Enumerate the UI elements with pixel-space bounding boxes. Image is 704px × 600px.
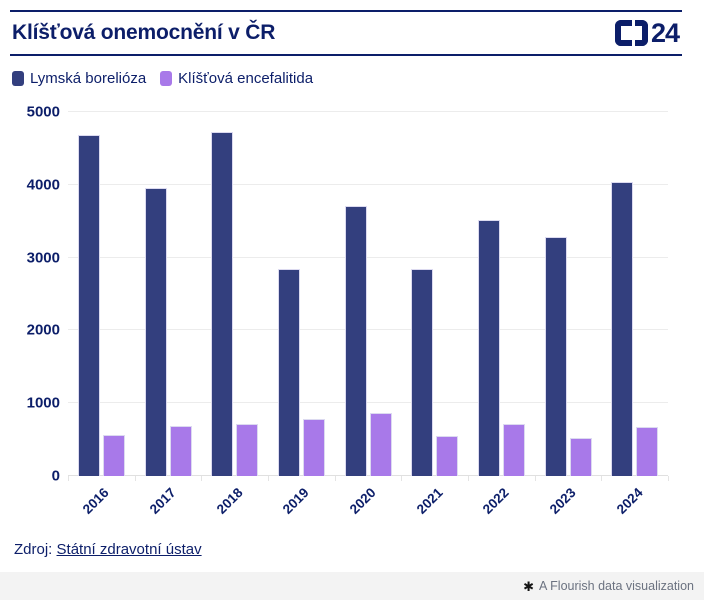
bar-kl-ov-encefalitida-2018[interactable] (236, 423, 259, 476)
ct-logo-right-bracket-icon (634, 20, 648, 46)
x-tick-label-2016: 2016 (80, 485, 112, 517)
bar-kl-ov-encefalitida-2016[interactable] (102, 434, 125, 476)
bar-group-2022 (468, 112, 535, 476)
bar-group-2017 (135, 112, 202, 476)
y-tick-label-2000: 2000 (26, 321, 60, 339)
x-tick-label-2017: 2017 (146, 485, 179, 517)
x-axis-tick (68, 476, 69, 481)
x-axis-ticks (68, 476, 669, 481)
bar-kl-ov-encefalitida-2019[interactable] (302, 419, 325, 476)
legend-label: Lymská borelióza (30, 69, 147, 87)
source-prefix: Zdroj: (14, 541, 57, 558)
bar-lymsk-boreli-za-2020[interactable] (344, 205, 367, 476)
x-axis-tick (401, 476, 403, 481)
legend-swatch (12, 70, 24, 86)
bar-lymsk-boreli-za-2021[interactable] (411, 269, 434, 476)
flourish-attribution[interactable]: A Flourish data visualization (539, 579, 694, 593)
page-title: Klíšťová onemocnění v ČR (12, 21, 276, 44)
bar-lymsk-boreli-za-2019[interactable] (277, 269, 300, 476)
gridline-5000 (68, 111, 668, 112)
x-tick-label-2021: 2021 (413, 485, 446, 517)
legend-swatch (160, 70, 173, 86)
x-axis-tick (334, 476, 336, 481)
x-axis-tick (201, 476, 203, 481)
y-axis-labels: 0 1000 2000 3000 4000 5000 (10, 104, 68, 485)
bar-group-2020 (335, 112, 402, 476)
x-label-cell-2022: 2022 (468, 476, 535, 526)
bar-group-2021 (401, 112, 468, 476)
bar-kl-ov-encefalitida-2020[interactable] (369, 413, 392, 476)
ct-logo-left-bracket-icon (614, 20, 632, 46)
x-label-cell-2023: 2023 (535, 476, 602, 526)
bar-group-2019 (268, 112, 335, 476)
gridlines (68, 111, 668, 476)
bar-group-2018 (201, 112, 268, 476)
y-tick-label-5000: 5000 (26, 103, 60, 121)
x-axis: 2016 2017 2018 2019 2020 2021 2022 2023 2024 (68, 476, 669, 526)
flourish-asterisk-icon: ✱ (523, 578, 535, 594)
bar-kl-ov-encefalitida-2022[interactable] (502, 423, 525, 476)
bar-kl-ov-encefalitida-2021[interactable] (436, 435, 459, 476)
gridline-0 (68, 475, 668, 476)
plot-area (68, 111, 668, 476)
bar-group-2016 (68, 112, 135, 476)
x-label-cell-2024: 2024 (601, 476, 668, 526)
ct24-logo: 24 (614, 18, 680, 48)
bar-group-2023 (535, 112, 602, 476)
bar-lymsk-boreli-za-2023[interactable] (544, 237, 567, 476)
bar-lymsk-boreli-za-2024[interactable] (611, 181, 634, 476)
x-tick-label-2020: 2020 (346, 485, 379, 517)
bar-chart: 0 1000 2000 3000 4000 5000 2016 2017 2018 2019 20… (10, 104, 682, 526)
legend-item-lymska-borelioza[interactable]: Lymská borelióza (12, 70, 146, 87)
x-label-cell-2021: 2021 (401, 476, 468, 526)
gridline-1000 (68, 402, 668, 404)
source-link[interactable]: Státní zdravotní ústav (56, 541, 202, 558)
bar-group-2024 (601, 112, 668, 476)
legend-label: Klíšťová encefalitida (178, 69, 314, 87)
header: Klíšťová onemocnění v ČR 24 (10, 12, 682, 54)
gridline-3000 (68, 256, 668, 258)
title-divider (10, 54, 682, 56)
bar-kl-ov-encefalitida-2023[interactable] (569, 438, 592, 476)
legend-item-klistova-encefalitida[interactable]: Klíšťová encefalitida (160, 70, 313, 87)
x-tick-label-2022: 2022 (480, 485, 512, 517)
x-axis-tick (534, 476, 536, 481)
y-tick-label-3000: 3000 (26, 249, 60, 267)
gridline-4000 (68, 183, 668, 185)
x-label-cell-2018: 2018 (201, 476, 268, 526)
x-axis-tick (668, 476, 669, 481)
x-axis-tick (134, 476, 136, 481)
bar-lymsk-boreli-za-2022[interactable] (477, 219, 500, 476)
y-tick-label-1000: 1000 (26, 394, 60, 412)
y-tick-label-0: 0 (51, 467, 60, 485)
ct24-logo-number: 24 (650, 18, 680, 48)
bar-kl-ov-encefalitida-2024[interactable] (636, 426, 659, 476)
source-line: Zdroj: Státní zdravotní ústav (14, 541, 682, 558)
bar-lymsk-boreli-za-2017[interactable] (144, 188, 167, 476)
x-tick-label-2023: 2023 (546, 485, 579, 517)
x-label-cell-2017: 2017 (135, 476, 202, 526)
x-label-cell-2016: 2016 (68, 476, 135, 526)
x-axis-tick (268, 476, 269, 481)
gridline-2000 (68, 329, 668, 331)
bar-lymsk-boreli-za-2016[interactable] (77, 134, 100, 476)
x-tick-label-2018: 2018 (213, 485, 246, 517)
bar-kl-ov-encefalitida-2017[interactable] (169, 425, 192, 476)
x-axis-tick (468, 476, 469, 481)
x-tick-label-2024: 2024 (613, 485, 646, 517)
bar-groups (68, 112, 668, 476)
x-label-cell-2020: 2020 (335, 476, 402, 526)
y-tick-label-4000: 4000 (26, 176, 60, 194)
x-axis-tick (601, 476, 603, 481)
top-divider (10, 10, 682, 12)
x-tick-label-2019: 2019 (280, 485, 312, 517)
x-label-cell-2019: 2019 (268, 476, 335, 526)
chart-legend: Lymská borelióza Klíšťová encefalitida (12, 68, 682, 88)
bar-lymsk-boreli-za-2018[interactable] (211, 132, 234, 476)
flourish-footer: ✱ A Flourish data visualization (0, 572, 704, 600)
